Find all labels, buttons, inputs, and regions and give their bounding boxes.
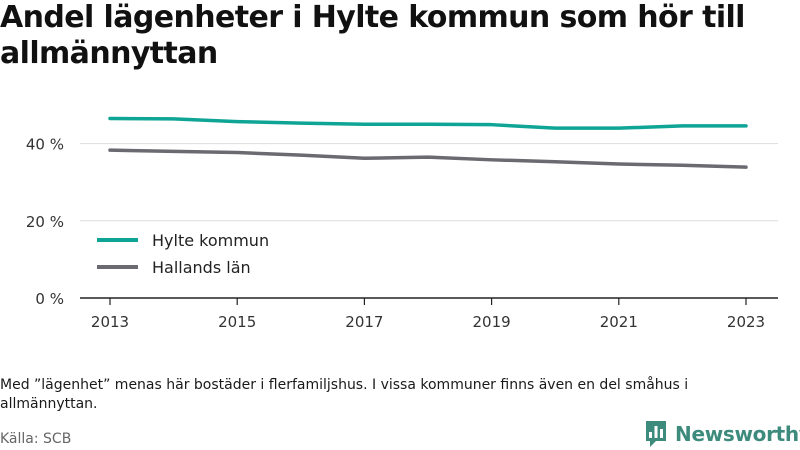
series-lines: [108, 116, 748, 169]
x-tick-label: 2019: [473, 313, 511, 331]
legend-background: [88, 222, 293, 282]
grid-lines: [80, 143, 778, 222]
y-tick-label: 0 %: [35, 290, 64, 308]
legend: Hylte kommun Hallands län: [88, 222, 293, 282]
source-label: Källa: SCB: [0, 431, 72, 447]
series-line: [108, 116, 748, 130]
chart-note: Med ”lägenhet” menas här bostäder i fler…: [0, 377, 689, 412]
x-tick-label: 2023: [727, 313, 765, 331]
x-tick-label: 2017: [345, 313, 383, 331]
y-tick-label: 20 %: [26, 213, 64, 231]
newsworthy-logo: Newsworthy: [644, 420, 800, 448]
x-axis: 2013 2015 2017 2019 2021 2023: [91, 298, 765, 331]
newsworthy-logo-text: Newsworthy: [675, 422, 800, 446]
chart-title: Andel lägenheter i Hylte kommun som hör …: [0, 0, 745, 71]
legend-label: Hylte kommun: [152, 231, 269, 250]
x-tick-label: 2013: [91, 313, 129, 331]
newsworthy-logo-icon: [646, 421, 666, 447]
y-tick-label: 40 %: [26, 136, 64, 154]
series-line: [108, 148, 748, 169]
line-chart: 0 % 20 % 40 % 2013 2015 2017 2019 2021 2023 Hyl…: [26, 116, 778, 331]
x-tick-label: 2021: [600, 313, 638, 331]
legend-label: Hallands län: [152, 258, 251, 277]
x-tick-label: 2015: [218, 313, 256, 331]
y-axis-labels: 0 % 20 % 40 %: [26, 136, 64, 308]
